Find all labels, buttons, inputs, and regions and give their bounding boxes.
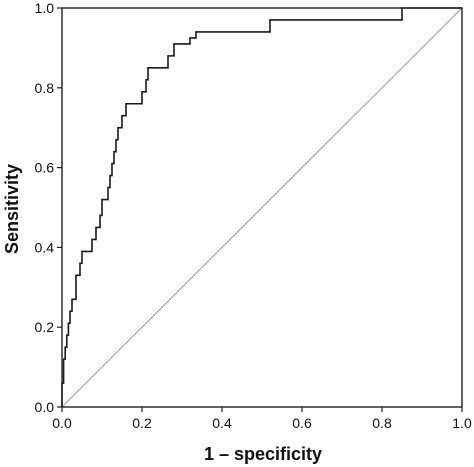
roc-curve-line xyxy=(61,7,462,407)
y-tick-label: 0.2 xyxy=(35,319,55,335)
reference-diagonal-line xyxy=(61,7,463,408)
y-tick-label: 0.6 xyxy=(35,160,55,176)
x-tick-label: 0.0 xyxy=(52,415,72,431)
y-tick-label: 0.8 xyxy=(35,80,55,96)
x-tick-label: 0.2 xyxy=(132,415,152,431)
x-tick-label: 0.6 xyxy=(292,415,312,431)
x-tick-label: 1.0 xyxy=(452,415,472,431)
y-axis-title: Sensitivity xyxy=(2,164,22,254)
y-tick-label: 0.0 xyxy=(35,399,55,415)
y-tick-label: 1.0 xyxy=(35,0,55,16)
plot-area: 0.0 0.2 0.4 0.6 0.8 1.0 0.0 0.2 0.4 0.6 0.8 1.0 xyxy=(35,0,472,431)
x-tick-label: 0.4 xyxy=(212,415,232,431)
plot-frame xyxy=(61,7,463,408)
y-tick-label: 0.4 xyxy=(35,239,55,255)
x-tick-label: 0.8 xyxy=(372,415,392,431)
x-axis-title: 1 – specificity xyxy=(204,444,322,464)
